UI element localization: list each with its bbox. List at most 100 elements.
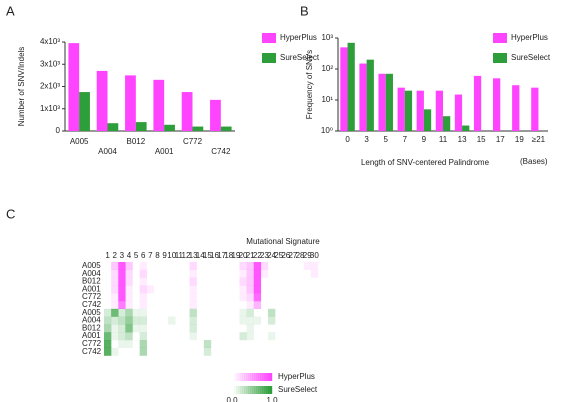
bar (347, 42, 355, 132)
heatmap-cell (182, 278, 189, 286)
heatmap-cell (111, 332, 119, 341)
heatmap-cell (289, 293, 296, 301)
heatmap-cell (111, 285, 119, 294)
heatmap-cell (175, 262, 182, 270)
heatmap-cell (133, 340, 140, 348)
heatmap-cell (218, 309, 225, 317)
heatmap-cell (311, 332, 318, 340)
heatmap-cell (232, 348, 239, 356)
heatmap-cell (147, 301, 154, 309)
heatmap-cell (133, 301, 140, 309)
column-label: 18 (224, 251, 233, 260)
heatmap-cell (197, 285, 204, 293)
y-tick-label: 3x10³ (40, 59, 60, 68)
heatmap-cell (182, 301, 189, 309)
heatmap-cell (253, 269, 262, 278)
x-tick-label: 13 (458, 135, 467, 144)
bar (125, 75, 136, 131)
bar (531, 87, 539, 131)
x-axis-label: Length of SNV-centered Palindrome (361, 158, 490, 167)
heatmap-cell (297, 340, 304, 348)
heatmap-cell (175, 340, 182, 348)
heatmap-cell (211, 285, 218, 293)
heatmap-cell (211, 332, 218, 340)
bar (135, 122, 147, 131)
heatmap-cell (232, 324, 239, 332)
heatmap-cell (182, 340, 189, 348)
column-label: 24 (267, 251, 276, 260)
heatmap-cell (268, 348, 275, 356)
row-label: C772 (82, 339, 102, 348)
colorbar-step (266, 373, 269, 381)
heatmap-cell (111, 301, 119, 309)
heatmap-cell (204, 293, 211, 301)
heatmap-cell (239, 301, 246, 309)
heatmap-cell (211, 262, 218, 270)
colorbar-step (244, 386, 247, 394)
heatmap-cell (311, 293, 318, 301)
heatmap-cell (297, 285, 304, 293)
column-label: 26 (281, 251, 290, 260)
heatmap-cell (211, 309, 218, 317)
heatmap-cell (239, 324, 246, 332)
row-label: A004 (82, 316, 101, 325)
heatmap-cell (246, 324, 254, 333)
x-tick-label: C772 (183, 137, 203, 146)
column-label: 29 (303, 251, 312, 260)
heatmap-cell (197, 332, 204, 340)
y-tick-label: 1x10³ (40, 104, 60, 113)
heatmap-cell (232, 317, 239, 325)
heatmap-cell (267, 332, 276, 341)
x-tick-label: 11 (439, 135, 448, 144)
heatmap-cell (190, 348, 197, 356)
heatmap-cell (125, 262, 133, 270)
heatmap-cell (268, 324, 275, 332)
heatmap-cell (304, 270, 311, 278)
heatmap-cell (268, 340, 275, 348)
heatmap-cell (125, 277, 133, 286)
heatmap-cell (297, 324, 304, 332)
heatmap-cell (239, 340, 246, 348)
heatmap-cell (104, 324, 112, 333)
heatmap-cell (218, 301, 225, 309)
heatmap-cell (175, 348, 182, 356)
heatmap-cell (282, 270, 289, 278)
heatmap-cell (161, 270, 168, 278)
column-label: 6 (141, 251, 146, 260)
heatmap-cell (282, 340, 289, 348)
x-tick-label: B012 (126, 137, 145, 146)
heatmap-cell (297, 262, 304, 270)
colorbar-step (254, 373, 257, 381)
heatmap-cell (254, 309, 261, 317)
heatmap-cell (133, 348, 140, 356)
colorbar-step (236, 373, 239, 381)
heatmap-cell (197, 340, 204, 348)
y-tick-label: 10⁰ (321, 126, 333, 135)
heatmap-cell (297, 293, 304, 301)
heatmap-cell (311, 285, 318, 293)
row-label: A001 (82, 284, 101, 293)
x-tick-label: 7 (403, 135, 408, 144)
bar (164, 124, 175, 131)
x-tick-label: 9 (422, 135, 427, 144)
y-axis-label: Number of SNV/Indels (17, 47, 26, 127)
heatmap-cell (254, 348, 261, 356)
column-label: 3 (120, 251, 125, 260)
bar (107, 123, 119, 131)
x-tick-label: A004 (98, 147, 117, 156)
row-label: A005 (82, 308, 101, 317)
heatmap-cell (139, 293, 147, 302)
bar (153, 79, 165, 131)
colorbar-step (242, 373, 245, 381)
heatmap-cell (275, 270, 282, 278)
heatmap-cell (133, 285, 140, 293)
heatmap-cell (139, 308, 147, 317)
heatmap-cell (161, 293, 168, 301)
heatmap-cell (182, 324, 189, 332)
colorbar-step (250, 373, 253, 381)
heatmap-cell (132, 316, 140, 325)
heatmap-cell (275, 309, 282, 317)
heatmap-cell (232, 340, 239, 348)
heatmap-cell (168, 340, 175, 348)
heatmap-cell (104, 308, 112, 317)
